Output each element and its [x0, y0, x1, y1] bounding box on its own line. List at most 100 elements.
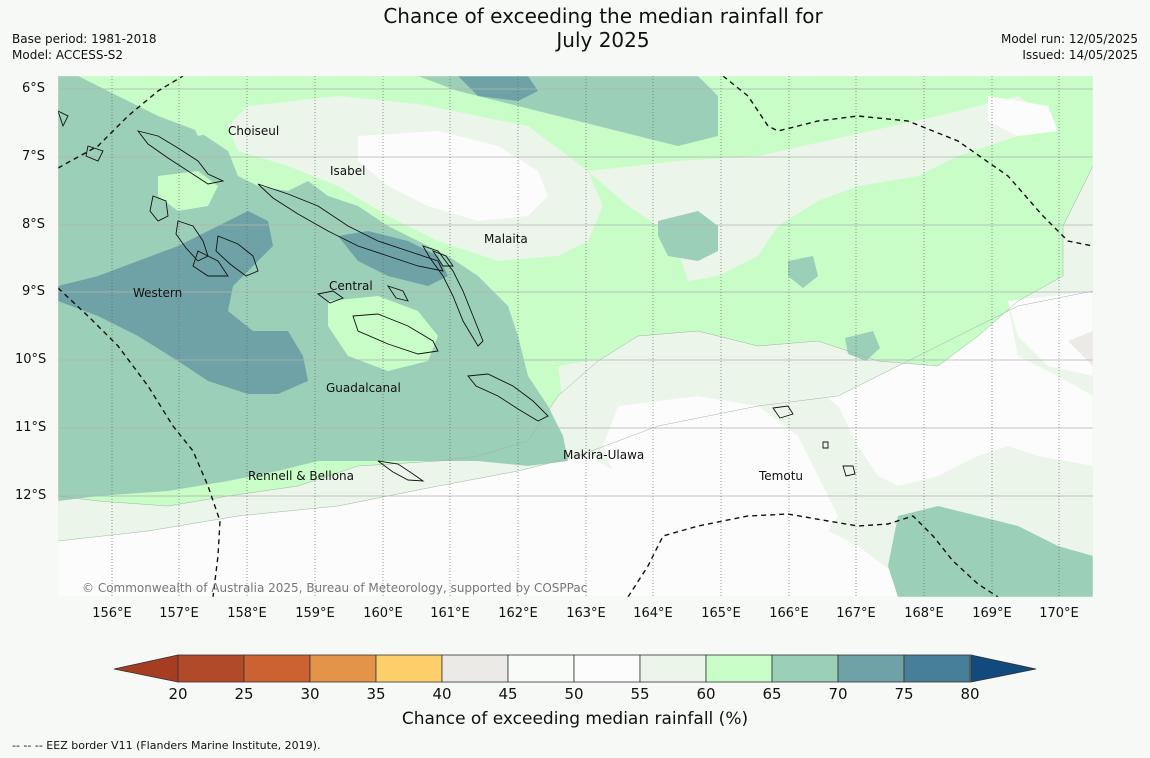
legend-tick-30: 30	[300, 685, 320, 703]
legend-colorbar	[113, 654, 1037, 683]
region-label-makira-ulawa: Makira-Ulawa	[563, 448, 645, 462]
legend-tick-45: 45	[498, 685, 518, 703]
title-line-1: Chance of exceeding the median rainfall …	[383, 4, 823, 28]
island-central-1	[316, 290, 344, 304]
title-line-2: July 2025	[556, 28, 650, 52]
legend-tick-75: 75	[894, 685, 914, 703]
island-guadalcanal	[352, 313, 439, 355]
lon-label-163e: 163°E	[566, 606, 606, 621]
contour-white-northeast	[988, 96, 1058, 136]
lon-label-159e: 159°E	[295, 606, 335, 621]
island-rennell	[377, 460, 425, 482]
legend-tick-25: 25	[234, 685, 254, 703]
lon-label-167e: 167°E	[836, 606, 876, 621]
contour-white-makira	[603, 396, 838, 546]
legend-tick-35: 35	[366, 685, 386, 703]
island-western-4	[192, 250, 229, 277]
lat-label-12s: 12°S	[15, 488, 47, 503]
legend-cells	[177, 654, 971, 683]
island-isabel	[257, 183, 444, 272]
legend-cell	[903, 654, 971, 683]
island-temotu-1	[772, 405, 794, 419]
legend-cell	[705, 654, 773, 683]
lat-label-9s: 9°S	[22, 284, 46, 299]
contour-white-isabel	[358, 131, 548, 221]
contour-65-70-spot-2	[788, 256, 818, 288]
legend-cell	[177, 654, 245, 683]
island-makira	[467, 373, 549, 422]
lon-label-160e: 160°E	[363, 606, 403, 621]
lon-label-166e: 166°E	[769, 606, 809, 621]
model-name: Model: ACCESS-S2	[12, 48, 124, 62]
contour-60-65-inner-3	[188, 111, 218, 136]
coastlines	[58, 110, 856, 482]
contour-60-65-inner-2	[328, 296, 438, 371]
eez-border	[58, 76, 1093, 597]
lon-label-158e: 158°E	[227, 606, 267, 621]
legend-cell	[309, 654, 377, 683]
lon-label-161e: 161°E	[430, 606, 470, 621]
region-label-malaita: Malaita	[484, 232, 528, 246]
island-malaita-north	[431, 250, 454, 267]
legend-cell	[507, 654, 575, 683]
island-central-2	[386, 285, 409, 302]
legend-title: Chance of exceeding median rainfall (%)	[401, 709, 749, 729]
island-shortland	[85, 145, 104, 162]
legend-arrow-low	[113, 654, 179, 683]
lon-label-170e: 170°E	[1039, 606, 1079, 621]
legend-tick-60: 60	[696, 685, 716, 703]
legend-tick-65: 65	[762, 685, 782, 703]
rainfall-map	[58, 76, 1093, 597]
lat-label-8s: 8°S	[22, 217, 46, 232]
legend-cell	[771, 654, 839, 683]
contour-40-45-spot	[1068, 331, 1093, 366]
island-choiseul	[136, 130, 225, 185]
legend-tick-70: 70	[828, 685, 848, 703]
contour-70-75-west	[58, 211, 308, 394]
base-period: Base period: 1981-2018	[12, 32, 157, 46]
lon-label-156e: 156°E	[92, 606, 132, 621]
lon-label-165e: 165°E	[701, 606, 741, 621]
lat-label-11s: 11°S	[15, 420, 47, 435]
island-western-1	[175, 220, 209, 262]
copyright-notice: © Commonwealth of Australia 2025, Bureau…	[82, 581, 588, 595]
region-label-temotu: Temotu	[759, 469, 804, 483]
latitude-gridlines	[58, 88, 1093, 497]
legend-cell	[639, 654, 707, 683]
legend-tick-50: 50	[564, 685, 584, 703]
island-malaita	[422, 245, 484, 347]
meta-right: Model run: 12/05/2025 Issued: 14/05/2025	[1001, 31, 1138, 63]
contour-white-southwest	[58, 526, 398, 597]
legend-cell	[375, 654, 443, 683]
meta-left: Base period: 1981-2018 Model: ACCESS-S2	[12, 31, 157, 63]
lat-label-7s: 7°S	[22, 149, 46, 164]
lon-label-168e: 168°E	[904, 606, 944, 621]
legend-tick-20: 20	[168, 685, 188, 703]
island-western-2	[215, 235, 259, 277]
eez-footnote: -- -- -- EEZ border V11 (Flanders Marine…	[12, 739, 321, 752]
model-run: Model run: 12/05/2025	[1000, 32, 1138, 46]
legend-cell	[573, 654, 641, 683]
lon-label-164e: 164°E	[633, 606, 673, 621]
island-bougainville	[58, 110, 69, 128]
legend-tick-80: 80	[960, 685, 980, 703]
contour-65-70-spot-3	[845, 331, 880, 361]
region-label-isabel: Isabel	[330, 164, 366, 178]
region-label-choiseul: Choiseul	[228, 124, 280, 138]
region-label-western: Western	[133, 286, 183, 300]
island-western-3	[149, 195, 169, 222]
contour-edges	[58, 165, 1093, 542]
island-temotu-2	[842, 465, 856, 477]
lon-label-169e: 169°E	[972, 606, 1012, 621]
contour-white-east	[1008, 291, 1093, 376]
legend-cell	[837, 654, 905, 683]
chart-title: Chance of exceeding the median rainfall …	[0, 4, 1150, 52]
contour-65-70-south	[888, 506, 1093, 597]
region-label-central: Central	[329, 279, 373, 293]
legend-arrow-high	[970, 654, 1037, 683]
lon-label-157e: 157°E	[159, 606, 199, 621]
legend-cell	[441, 654, 509, 683]
legend-cell	[243, 654, 311, 683]
lon-label-162e: 162°E	[498, 606, 538, 621]
region-label-rennell-bellona: Rennell & Bellona	[248, 469, 355, 483]
